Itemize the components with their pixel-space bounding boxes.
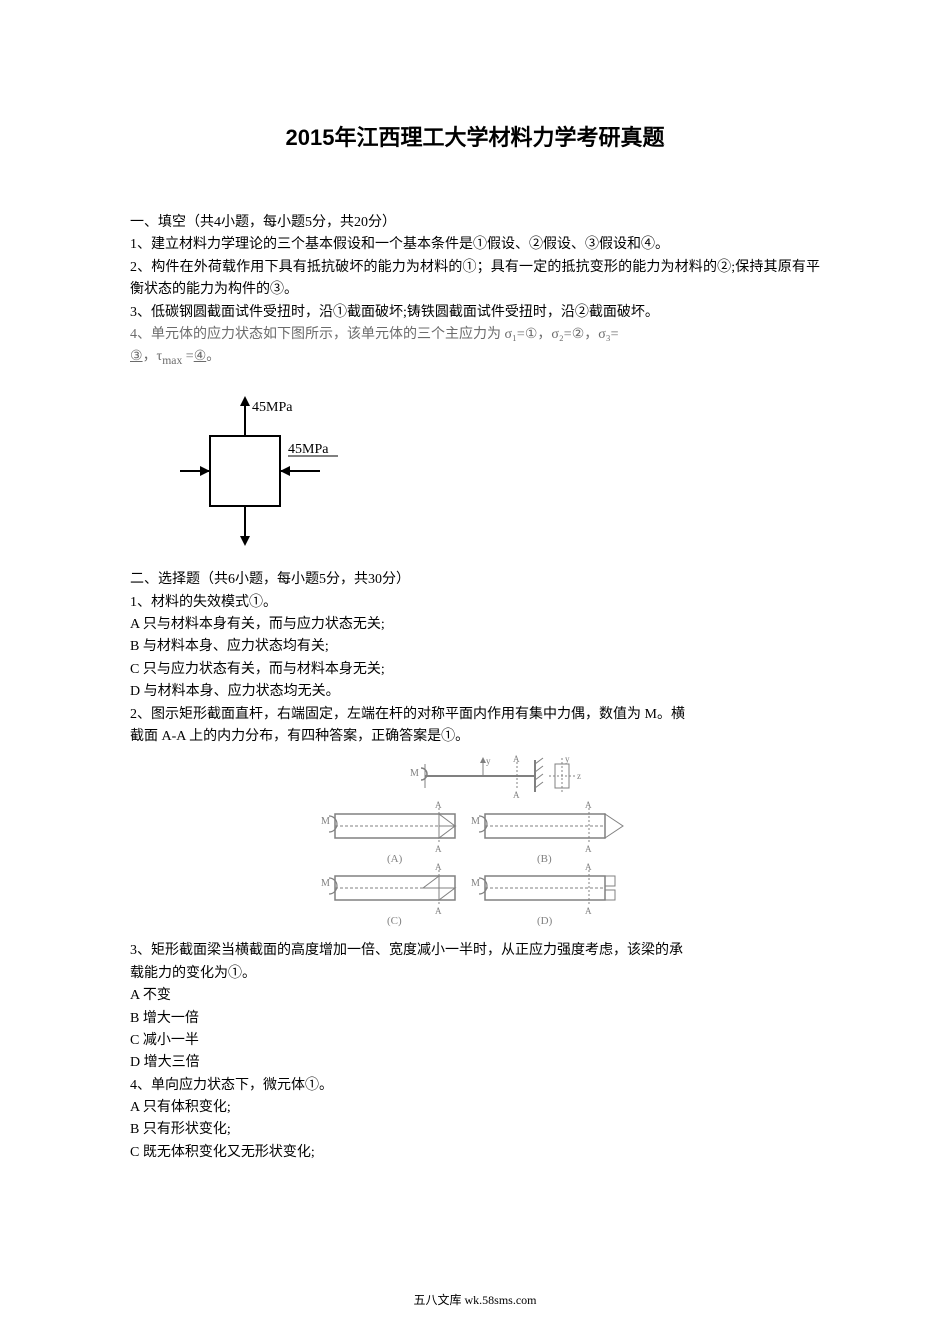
arrow-right-head [280,466,290,476]
q-b2-l1: 2、图示矩形截面直杆，右端固定，左端在杆的对称平面内作用有集中力偶，数值为 M。… [130,704,820,726]
q-a3: 3、低碳钢圆截面试件受扭时，沿①截面破坏;铸铁圆截面试件受扭时，沿②截面破坏。 [130,302,820,324]
page-footer: 五八文库 wk.58sms.com [130,1291,820,1308]
q-b3-l1: 3、矩形截面梁当横截面的高度增加一倍、宽度减小一半时，从正应力强度考虑，该梁的承 [130,940,820,962]
q-b3-b: B 增大一倍 [130,1008,820,1030]
q-a4-line1: 4、单元体的应力状态如下图所示，该单元体的三个主应力为 σ₁=①，σ₂=②，σ₃… [130,324,820,346]
svg-text:A: A [513,754,520,764]
svg-text:M: M [471,878,480,889]
stress-h-label: 45MPa [288,442,329,457]
arrow-up-head [240,396,250,406]
svg-text:A: A [435,862,442,872]
q-b3-l2: 载能力的变化为①。 [130,963,820,985]
q-b4-b: B 只有形状变化; [130,1119,820,1141]
section-b-heading: 二、选择题（共6小题，每小题5分，共30分） [130,569,820,591]
body: 一、填空（共4小题，每小题5分，共20分） 1、建立材料力学理论的三个基本假设和… [130,212,820,1164]
svg-text:y: y [486,756,491,766]
beam-option-c: M A A (C) [321,862,455,927]
q-a2: 2、构件在外荷载作用下具有抵抗破坏的能力为材料的①；具有一定的抵抗变形的能力为材… [130,257,820,302]
q-b3-a: A 不变 [130,985,820,1007]
section-a-heading: 一、填空（共4小题，每小题5分，共20分） [130,212,820,234]
beam-option-b: M A A (B) [471,800,623,865]
exam-title: 2015年江西理工大学材料力学考研真题 [130,120,820,152]
q-a1: 1、建立材料力学理论的三个基本假设和一个基本条件是①假设、②假设、③假设和④。 [130,234,820,256]
svg-text:y: y [565,754,570,764]
beam-option-d: M A A (D) [471,862,615,927]
q-a4-blank4: ④ [194,349,207,364]
svg-text:A: A [585,800,592,810]
svg-text:z: z [577,771,581,781]
svg-text:A: A [585,862,592,872]
stress-element-figure: 45MPa 45MPa [170,391,370,551]
q-b3-d: D 增大三倍 [130,1052,820,1074]
arrow-down-head [240,536,250,546]
q-b1-a: A 只与材料本身有关，而与应力状态无关; [130,614,820,636]
q-b1-b: B 与材料本身、应力状态均有关; [130,636,820,658]
svg-text:(D): (D) [537,915,553,927]
svg-text:A: A [435,906,442,916]
svg-text:A: A [435,800,442,810]
arrow-left-head [200,466,210,476]
svg-text:A: A [435,844,442,854]
svg-text:(C): (C) [387,915,402,927]
svg-text:(A): (A) [387,853,403,865]
svg-text:A: A [585,906,592,916]
beam-options-figure: M y A A y z [305,754,645,934]
q-b1-c: C 只与应力状态有关，而与材料本身无关; [130,659,820,681]
svg-text:A: A [513,790,520,800]
q-b2-l2: 截面 A-A 上的内力分布，有四种答案，正确答案是①。 [130,726,820,748]
q-a4-line2: ③，τmax =④。 [130,346,820,370]
q-b3-c: C 减小一半 [130,1030,820,1052]
q-b4-stem: 4、单向应力状态下，微元体①。 [130,1075,820,1097]
svg-text:M: M [410,768,419,779]
svg-text:M: M [321,878,330,889]
svg-text:A: A [585,844,592,854]
beam-top-schematic: M y A A y z [410,754,581,800]
q-b4-a: A 只有体积变化; [130,1097,820,1119]
svg-text:(B): (B) [537,853,552,865]
stress-v-label: 45MPa [252,400,293,415]
q-b1-d: D 与材料本身、应力状态均无关。 [130,681,820,703]
beam-option-a: M A A (A) [321,800,455,865]
svg-text:M: M [471,816,480,827]
svg-text:M: M [321,816,330,827]
page: 2015年江西理工大学材料力学考研真题 一、填空（共4小题，每小题5分，共20分… [0,0,950,1344]
q-b1-stem: 1、材料的失效模式①。 [130,592,820,614]
q-a4-blank3: ③ [130,349,143,364]
q-b4-c: C 既无体积变化又无形状变化; [130,1142,820,1164]
stress-square [210,436,280,506]
